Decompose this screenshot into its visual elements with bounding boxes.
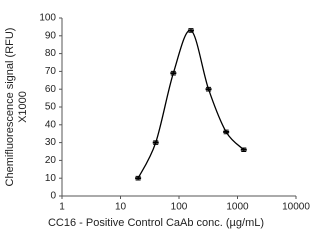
marker xyxy=(223,130,230,133)
y-tick-label: 50 xyxy=(45,102,57,113)
y-tick-label: 80 xyxy=(45,48,57,59)
y-tick-label: 0 xyxy=(50,191,56,202)
y-tick-label: 10 xyxy=(45,173,57,184)
curve xyxy=(137,29,245,179)
marker xyxy=(240,148,247,151)
y-tick-label: 100 xyxy=(39,13,56,24)
x-tick-label: 1 xyxy=(59,202,65,213)
y-tick-label: 40 xyxy=(45,119,57,130)
y-tick-label: 30 xyxy=(45,137,57,148)
y-axis-label: Chemifluorescence signal (RFU) xyxy=(4,28,16,187)
y-tick-label: 70 xyxy=(45,66,57,77)
marker xyxy=(170,72,177,75)
marker xyxy=(152,141,159,144)
y-tick-label: 90 xyxy=(45,30,57,41)
x-tick-label: 10000 xyxy=(282,202,310,213)
y-axis-label: X1000 xyxy=(17,91,29,123)
x-tick-label: 1000 xyxy=(226,202,249,213)
x-tick-label: 100 xyxy=(171,202,188,213)
x-tick-label: 10 xyxy=(115,202,127,213)
chart: CC16 - Positive Control CaAb conc. (µg/m… xyxy=(4,13,310,229)
y-tick-label: 60 xyxy=(45,84,57,95)
marker xyxy=(205,88,212,91)
y-tick-label: 20 xyxy=(45,155,57,166)
marker xyxy=(187,29,194,32)
x-axis-label: CC16 - Positive Control CaAb conc. (µg/m… xyxy=(48,217,264,229)
marker xyxy=(135,177,142,180)
